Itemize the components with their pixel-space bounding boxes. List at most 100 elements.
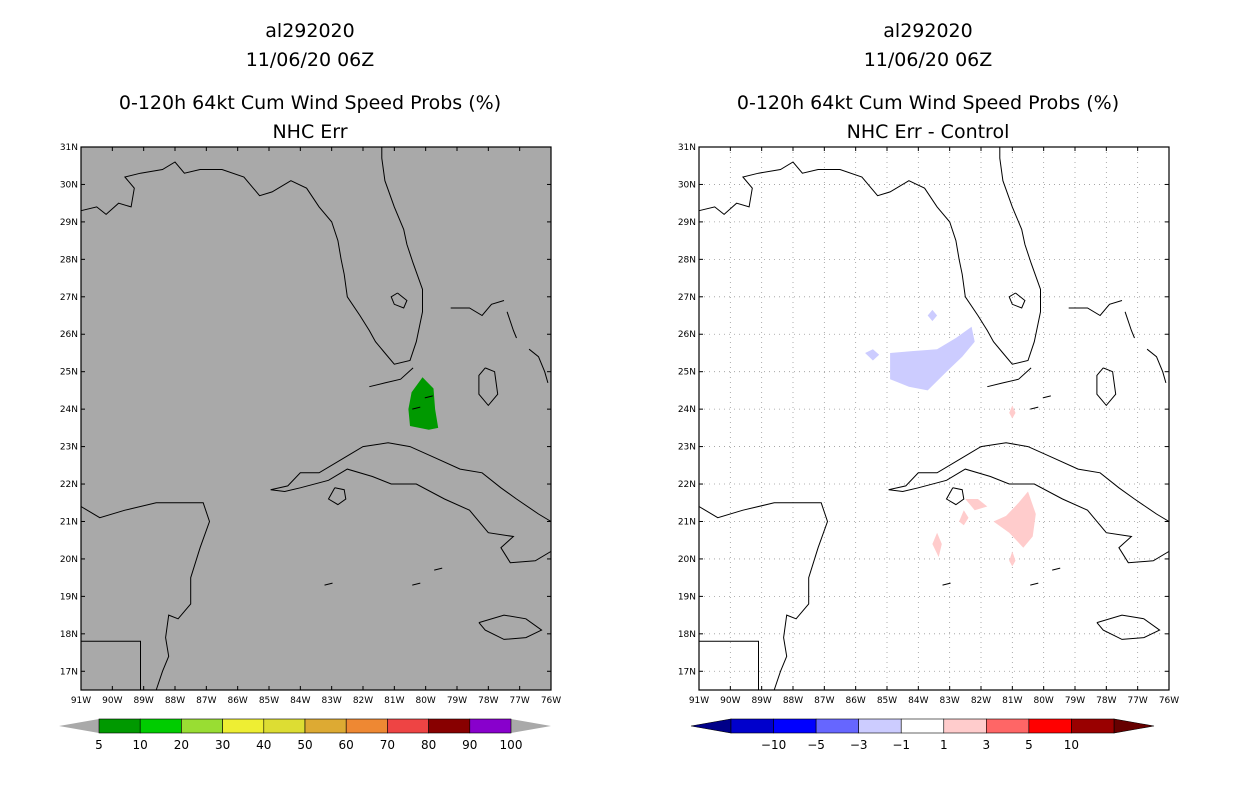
diff-neg-area-main: [890, 326, 975, 391]
right-lat-label: 20N: [678, 555, 696, 565]
right-coastline-mexBorder: [699, 640, 759, 690]
diff-pos-area-e: [1009, 405, 1016, 419]
left-panel: al292020 11/06/20 06Z 0-120h 64kt Cum Wind…: [59, 20, 561, 752]
left-island: [412, 582, 421, 586]
left-subtitle: NHC Err: [272, 121, 347, 143]
prob-area-5-10: [408, 377, 439, 430]
right-lat-label: 17N: [678, 667, 696, 677]
right-panel: al292020 11/06/20 06Z 0-120h 64kt Cum Wind…: [678, 20, 1179, 752]
right-colorbar-swatch: [773, 718, 817, 734]
right-coastline-bahamas2: [1124, 311, 1135, 339]
right-coastline-jamaica: [1096, 614, 1161, 640]
left-lat-label: 22N: [60, 480, 78, 490]
diff-pos-area-d: [1009, 551, 1016, 567]
left-island: [412, 406, 421, 410]
right-lon-label: 90W: [720, 696, 740, 706]
left-coastline-gulf: [80, 147, 423, 365]
right-colorbar-label: −3: [850, 738, 868, 752]
right-lat-label: 31N: [678, 143, 696, 153]
left-lon-label: 82W: [353, 696, 373, 706]
right-coastline-bahamas1: [1068, 300, 1123, 317]
right-island: [1030, 406, 1039, 410]
right-lat-label: 25N: [678, 368, 696, 378]
left-lat-label: 24N: [60, 405, 78, 415]
right-coastline-keys: [987, 367, 1032, 388]
left-lat-label: 19N: [60, 592, 78, 602]
left-lat-label: 29N: [60, 218, 78, 228]
left-colorbar-label: 60: [339, 738, 354, 752]
left-colorbar-high-end: [511, 719, 551, 733]
right-coastline-eleuthera: [1146, 348, 1167, 384]
left-coastline-lakeO: [390, 292, 408, 309]
left-colorbar-swatch: [222, 718, 265, 734]
right-datetime: 11/06/20 06Z: [864, 49, 993, 71]
right-lat-label: 19N: [678, 592, 696, 602]
left-datetime: 11/06/20 06Z: [246, 49, 375, 71]
left-lat-label: 17N: [60, 667, 78, 677]
left-coastline-keys: [369, 367, 414, 388]
left-lon-label: 87W: [196, 696, 216, 706]
right-lon-label: 77W: [1127, 696, 1147, 706]
left-colorbar-swatch: [345, 718, 388, 734]
diff-pos-area-a: [965, 499, 988, 511]
right-lon-label: 79W: [1065, 696, 1085, 706]
left-lat-label: 20N: [60, 555, 78, 565]
left-colorbar-label: 10: [133, 738, 148, 752]
right-lon-label: 78W: [1096, 696, 1116, 706]
left-colorbar-label: 50: [297, 738, 312, 752]
left-map-area: [81, 147, 551, 690]
diff-pos-area-b: [959, 510, 969, 526]
right-colorbar-label: 1: [940, 738, 948, 752]
left-lat-label: 28N: [60, 255, 78, 265]
right-lat-label: 18N: [678, 630, 696, 640]
left-colorbar-swatch: [428, 718, 471, 734]
diff-neg-area-dot: [927, 309, 938, 322]
right-lat-label: 24N: [678, 405, 696, 415]
right-lon-label: 83W: [939, 696, 959, 706]
left-coastline-mexBorder: [81, 640, 141, 690]
left-colorbar-swatch: [98, 718, 141, 734]
left-colorbar-swatch: [469, 718, 512, 734]
right-colorbar-swatch: [815, 718, 859, 734]
left-map-frame: [80, 146, 552, 691]
left-colorbar-low-end: [59, 719, 99, 733]
left-lat-label: 26N: [60, 330, 78, 340]
left-lon-label: 81W: [384, 696, 404, 706]
left-coastline-jamaica: [478, 614, 543, 640]
right-colorbar-swatch: [1028, 718, 1072, 734]
left-coastline-bahamas1: [450, 300, 505, 317]
right-lon-label: 89W: [751, 696, 771, 706]
left-lon-label: 78W: [478, 696, 498, 706]
right-lon-label: 88W: [783, 696, 803, 706]
right-colorbar-label: 3: [983, 738, 991, 752]
right-colorbar-low-end: [690, 718, 732, 734]
right-coastline-andros: [1096, 367, 1117, 407]
right-lat-label: 21N: [678, 517, 696, 527]
right-colorbar-swatch: [900, 718, 945, 734]
left-colorbar: 5 10 20 30 40 50 60 70 80 90 100: [59, 718, 551, 752]
right-colorbar-swatch: [730, 718, 774, 734]
right-storm-id: al292020: [883, 20, 972, 42]
left-colorbar-swatch: [181, 718, 223, 734]
left-island: [324, 582, 333, 586]
left-colorbar-label: 90: [462, 738, 477, 752]
left-colorbar-swatch: [263, 718, 306, 734]
right-lon-label: 91W: [689, 696, 709, 706]
right-lon-label: 82W: [971, 696, 991, 706]
right-colorbar-high-end: [1113, 718, 1155, 734]
left-colorbar-label: 40: [256, 738, 271, 752]
left-lon-label: 89W: [133, 696, 153, 706]
right-island: [1030, 582, 1039, 586]
left-coastline-bahamas2: [506, 311, 517, 339]
right-coastline-yucatan: [698, 502, 829, 691]
right-coastline-isla: [945, 487, 965, 506]
right-colorbar-label: 5: [1025, 738, 1033, 752]
left-lon-label: 90W: [102, 696, 122, 706]
left-coastline-andros: [478, 367, 499, 407]
left-colorbar-label: 70: [380, 738, 395, 752]
left-lon-label: 91W: [71, 696, 91, 706]
left-storm-id: al292020: [265, 20, 354, 42]
right-lat-label: 27N: [678, 293, 696, 303]
left-lon-label: 88W: [165, 696, 185, 706]
